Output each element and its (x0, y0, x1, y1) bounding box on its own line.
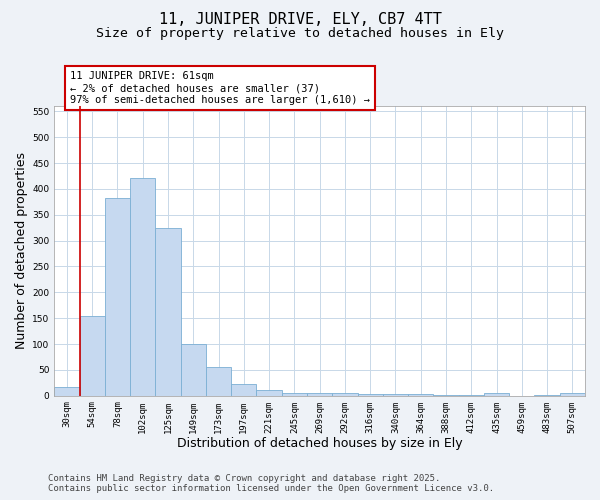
Bar (535, 394, 560, 396)
Bar (433, 394, 458, 396)
Bar (560, 393, 585, 396)
Bar (332, 393, 358, 396)
Text: 11 JUNIPER DRIVE: 61sqm
← 2% of detached houses are smaller (37)
97% of semi-det: 11 JUNIPER DRIVE: 61sqm ← 2% of detached… (70, 72, 370, 104)
Bar (54, 387, 80, 396)
Bar (383, 394, 408, 396)
Text: Contains HM Land Registry data © Crown copyright and database right 2025.: Contains HM Land Registry data © Crown c… (48, 474, 440, 483)
Bar (282, 393, 307, 396)
Bar (458, 394, 484, 396)
Bar (484, 393, 509, 396)
Bar (408, 394, 433, 396)
Bar (181, 344, 206, 396)
Bar (256, 390, 282, 396)
Bar (80, 316, 105, 396)
X-axis label: Distribution of detached houses by size in Ely: Distribution of detached houses by size … (177, 437, 463, 450)
Bar (155, 228, 181, 396)
Bar (105, 198, 130, 396)
Bar (206, 368, 231, 396)
Y-axis label: Number of detached properties: Number of detached properties (15, 152, 28, 350)
Text: Size of property relative to detached houses in Ely: Size of property relative to detached ho… (96, 28, 504, 40)
Bar (358, 394, 383, 396)
Text: Contains public sector information licensed under the Open Government Licence v3: Contains public sector information licen… (48, 484, 494, 493)
Bar (130, 178, 155, 396)
Bar (307, 393, 332, 396)
Bar (231, 384, 256, 396)
Text: 11, JUNIPER DRIVE, ELY, CB7 4TT: 11, JUNIPER DRIVE, ELY, CB7 4TT (158, 12, 442, 28)
